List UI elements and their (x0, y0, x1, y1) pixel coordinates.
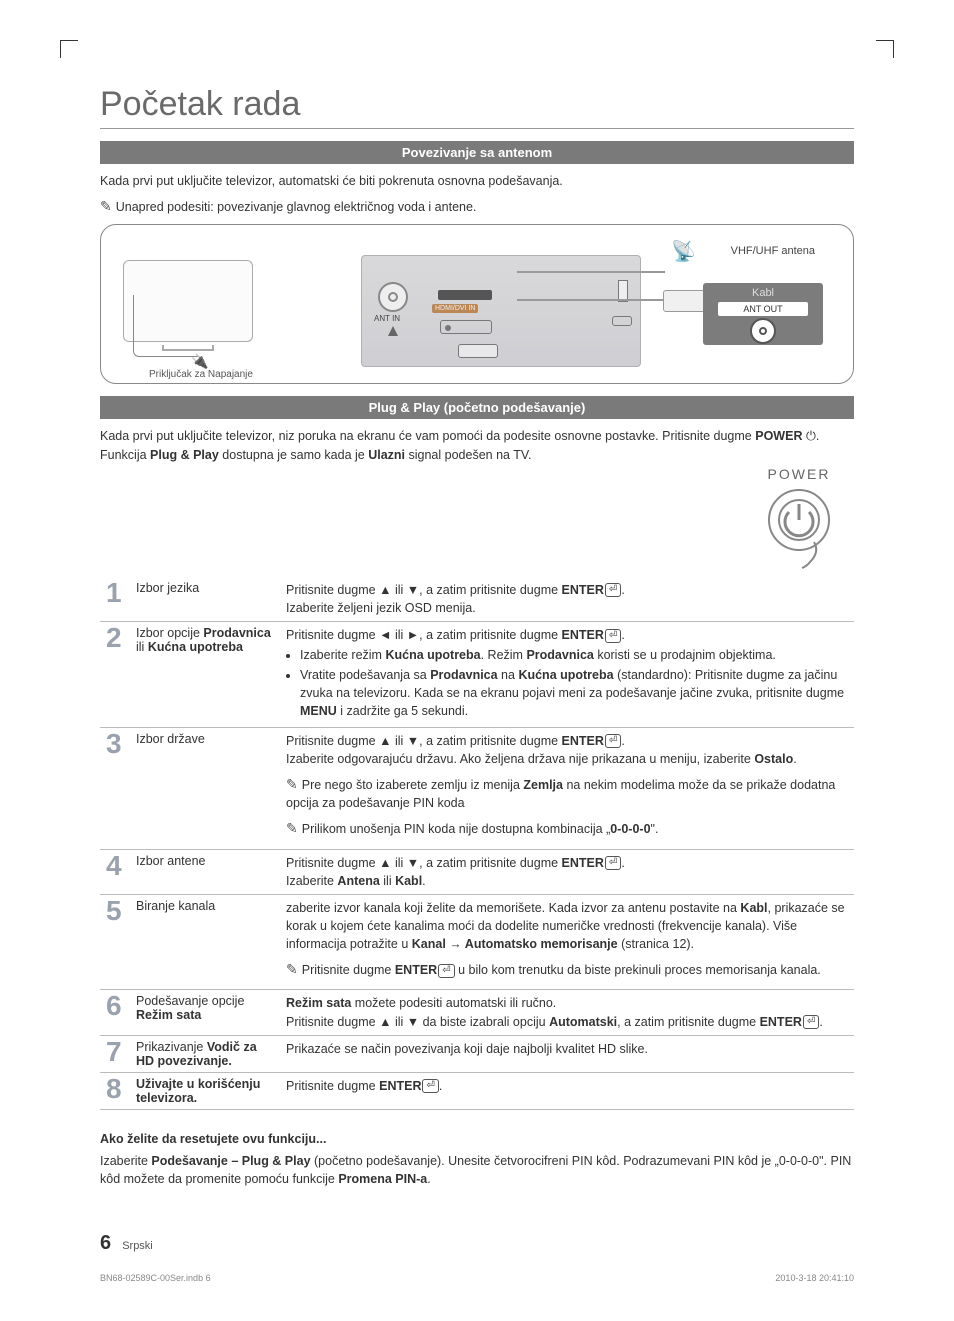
note-1-text: Unapred podesiti: povezivanje glavnog el… (116, 200, 477, 214)
step-3-body: Pritisnite dugme ▲ ili ▼, a zatim pritis… (280, 727, 854, 849)
step-2-body: Pritisnite dugme ◄ ili ►, a zatim pritis… (280, 621, 854, 727)
footer-left: 6 Srpski BN68-02589C-00Ser.indb 6 (100, 1232, 211, 1283)
connection-diagram: 🔌 Priključak za Napajanje ANT IN HDMI/DV… (100, 224, 854, 384)
hdmi-label: HDMI/DVI IN (432, 304, 478, 313)
step-1-body: Pritisnite dugme ▲ ili ▼, a zatim pritis… (280, 577, 854, 622)
page-lang: Srpski (122, 1240, 153, 1252)
step-2-label: Izbor opcije Prodavnica ili Kućna upotre… (130, 621, 280, 727)
page-number: 6 (100, 1232, 111, 1254)
page-footer: 6 Srpski BN68-02589C-00Ser.indb 6 2010-3… (100, 1232, 854, 1283)
crop-mark-tl (60, 40, 78, 58)
coax-line-1 (517, 271, 665, 273)
page-title: Početak rada (100, 85, 854, 129)
crop-mark-tr (876, 40, 894, 58)
kabl-label: Kabl (703, 287, 823, 299)
step-1-num: 1 (100, 577, 130, 622)
intro-text-2: Kada prvi put uključite televizor, niz p… (100, 427, 854, 463)
step-4-label: Izbor antene (130, 849, 280, 894)
power-small-icon: ⏻ (802, 429, 815, 443)
intro2c: dostupna je samo kada je (219, 448, 368, 462)
plugplay-word: Plug & Play (150, 448, 219, 462)
step-4-body: Pritisnite dugme ▲ ili ▼, a zatim pritis… (280, 849, 854, 894)
step-6-num: 6 (100, 990, 130, 1035)
power-word: POWER (755, 429, 802, 443)
ant-out-port (750, 318, 776, 344)
step-5-num: 5 (100, 894, 130, 990)
vga-port (440, 320, 492, 334)
step-6-body: Režim sata možete podesiti automatski il… (280, 990, 854, 1035)
enter-icon: ⏎ (803, 1015, 819, 1029)
ulazni-word: Ulazni (368, 448, 405, 462)
step-8-num: 8 (100, 1072, 130, 1109)
step-5-label: Biranje kanala (130, 894, 280, 990)
enter-icon: ⏎ (605, 734, 621, 748)
step-5-body: zaberite izvor kanala koji želite da mem… (280, 894, 854, 990)
enter-icon: ⏎ (422, 1079, 438, 1093)
hdmi-port (438, 290, 492, 300)
section-antenna: Povezivanje sa antenom (100, 141, 854, 164)
power-illustration: POWER (744, 466, 854, 577)
intro-text-1: Kada prvi put uključite televizor, autom… (100, 172, 854, 190)
footer-date: 2010-3-18 20:41:10 (775, 1273, 854, 1283)
step-6-label: Podešavanje opcije Režim sata (130, 990, 280, 1035)
ant-in-port (378, 282, 408, 312)
power-label: POWER (744, 466, 854, 482)
step-3-num: 3 (100, 727, 130, 849)
step-2-num: 2 (100, 621, 130, 727)
coax-splitter (663, 290, 705, 312)
step-4-num: 4 (100, 849, 130, 894)
step-3-label: Izbor države (130, 727, 280, 849)
cable-box: Kabl ANT OUT (703, 283, 823, 345)
step3-note1: Pre nego što izaberete zemlju iz menija … (286, 774, 848, 812)
reset-body: Izaberite Podešavanje – Plug & Play (poč… (100, 1152, 854, 1188)
footer-file: BN68-02589C-00Ser.indb 6 (100, 1273, 211, 1283)
step-7-num: 7 (100, 1035, 130, 1072)
power-cable-line (133, 295, 199, 357)
ant-in-arrow (388, 326, 398, 336)
steps-table: 1 Izbor jezika Pritisnite dugme ▲ ili ▼,… (100, 577, 854, 1111)
note-1: Unapred podesiti: povezivanje glavnog el… (100, 196, 854, 216)
step-8-label: Uživajte u korišćenju televizora. (130, 1072, 280, 1109)
step-1-label: Izbor jezika (130, 577, 280, 622)
antenna-icon: 📡 (671, 239, 693, 264)
step-7-body: Prikazaće se način povezivanja koji daje… (280, 1035, 854, 1072)
ant-in-label: ANT IN (374, 314, 400, 323)
step-7-label: Prikazivanje Vodič za HD povezivanje. (130, 1035, 280, 1072)
mini-port (612, 316, 632, 326)
intro2a: Kada prvi put uključite televizor, niz p… (100, 429, 752, 443)
step-8-body: Pritisnite dugme ENTER⏎. (280, 1072, 854, 1109)
aux-port (458, 344, 498, 358)
coax-line-2 (517, 299, 665, 301)
section-plugplay: Plug & Play (početno podešavanje) (100, 396, 854, 419)
vhf-label: VHF/UHF antena (731, 245, 815, 257)
power-plug-icon: 🔌 (191, 353, 208, 370)
page-content: Početak rada Povezivanje sa antenom Kada… (0, 0, 954, 1234)
enter-icon: ⏎ (605, 583, 621, 597)
step3-note2: Prilikom unošenja PIN koda nije dostupna… (286, 818, 848, 838)
intro2d: signal podešen na TV. (405, 448, 532, 462)
reset-heading: Ako želite da resetujete ovu funkciju... (100, 1132, 854, 1146)
ant-out-label: ANT OUT (718, 302, 808, 316)
power-plug-label: Priključak za Napajanje (149, 369, 253, 380)
enter-icon: ⏎ (605, 856, 621, 870)
enter-icon: ⏎ (605, 629, 621, 643)
enter-icon: ⏎ (438, 964, 454, 978)
step5-note: Pritisnite dugme ENTER⏎ u bilo kom trenu… (286, 959, 848, 979)
power-button-icon (759, 482, 839, 572)
